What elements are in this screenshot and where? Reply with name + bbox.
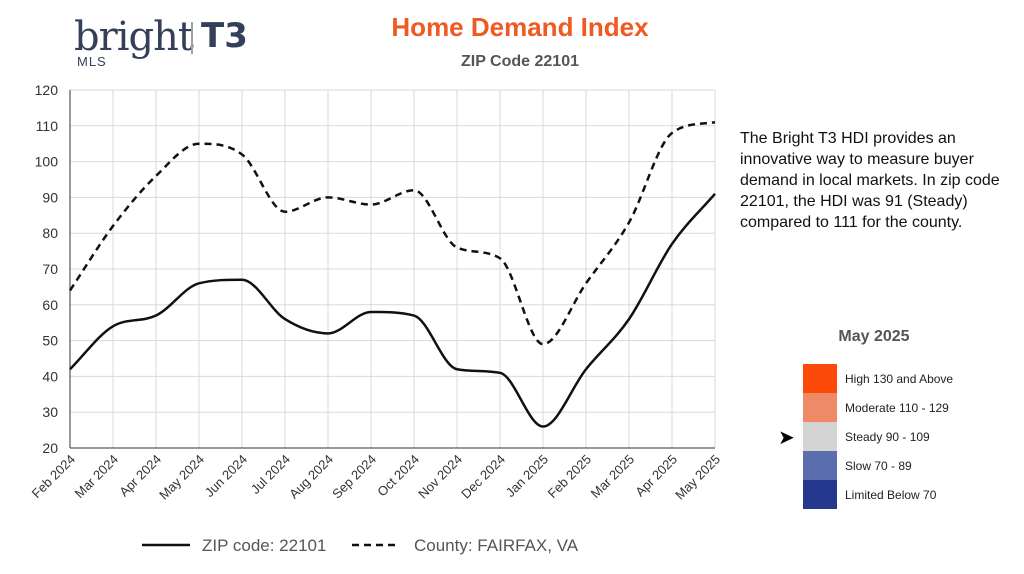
zip-series-line — [69, 193, 716, 428]
x-tick-label: Nov 2024 — [415, 452, 465, 502]
level-swatch-high — [803, 364, 837, 393]
y-tick-label: 20 — [42, 440, 58, 456]
level-row-moderate: Moderate 110 - 129 — [803, 393, 983, 422]
x-tick-label: Mar 2025 — [588, 452, 637, 501]
level-row-high: High 130 and Above — [803, 364, 983, 393]
level-row-steady: Steady 90 - 109 — [803, 422, 983, 451]
current-level-arrow-icon: ➤ — [778, 425, 795, 449]
level-label-steady: Steady 90 - 109 — [845, 430, 930, 444]
x-tick-label: Feb 2025 — [545, 452, 594, 501]
x-tick-label: May 2025 — [672, 452, 723, 503]
x-tick-label: Dec 2024 — [458, 452, 508, 502]
y-tick-label: 40 — [42, 368, 58, 384]
chart-title: Home Demand Index — [391, 12, 649, 42]
x-tick-label: Oct 2024 — [374, 452, 422, 500]
x-tick-label: Aug 2024 — [286, 452, 336, 502]
level-swatch-slow — [803, 451, 837, 480]
bright-t3-logo: bright MLS T3 — [74, 14, 249, 70]
y-tick-label: 30 — [42, 404, 58, 420]
y-tick-label: 100 — [35, 154, 59, 170]
level-swatch-limited — [803, 480, 837, 509]
level-label-high: High 130 and Above — [845, 372, 954, 386]
x-tick-label: Sep 2024 — [329, 452, 379, 502]
hdi-description: The Bright T3 HDI provides an innovative… — [740, 130, 1000, 231]
x-tick-label: May 2024 — [156, 452, 207, 503]
legend-label-county: County: FAIRFAX, VA — [414, 536, 579, 555]
y-tick-label: 70 — [42, 261, 58, 277]
y-tick-label: 60 — [42, 297, 58, 313]
legend-label-zip: ZIP code: 22101 — [202, 536, 326, 555]
x-tick-label: Jan 2025 — [503, 452, 551, 500]
level-swatch-moderate — [803, 393, 837, 422]
level-label-slow: Slow 70 - 89 — [845, 459, 912, 473]
level-swatch-steady — [803, 422, 837, 451]
y-tick-label: 80 — [42, 225, 58, 241]
x-tick-label: Jun 2024 — [202, 452, 250, 500]
level-legend-title: May 2025 — [838, 328, 910, 345]
x-tick-label: Mar 2024 — [72, 452, 121, 501]
chart-subtitle: ZIP Code 22101 — [461, 53, 579, 70]
logo-divider — [191, 22, 193, 54]
level-label-moderate: Moderate 110 - 129 — [845, 401, 949, 415]
y-tick-label: 120 — [35, 82, 59, 98]
level-row-limited: Limited Below 70 — [803, 480, 983, 509]
logo-mls-text: MLS — [77, 54, 107, 69]
logo-brand-text: bright — [74, 14, 194, 60]
level-row-slow: Slow 70 - 89 — [803, 451, 983, 480]
y-tick-label: 90 — [42, 189, 58, 205]
y-tick-label: 50 — [42, 333, 58, 349]
logo-partner-text: T3 — [201, 16, 248, 56]
x-tick-label: Feb 2024 — [29, 452, 78, 501]
y-tick-label: 110 — [36, 118, 59, 134]
level-label-limited: Limited Below 70 — [845, 488, 937, 502]
